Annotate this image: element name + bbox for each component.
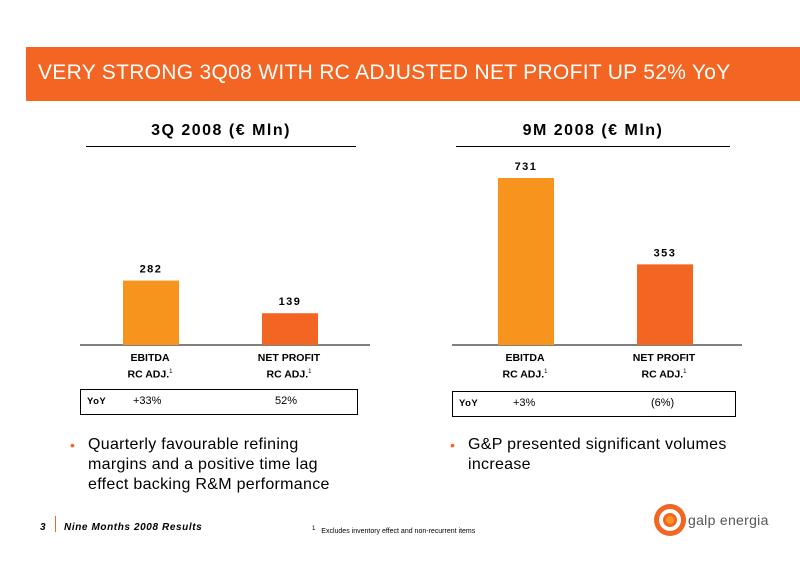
bullet-marker-right: • [450, 437, 456, 453]
bullet-text-left: Quarterly favourable refining margins an… [88, 436, 330, 493]
footer-title: Nine Months 2008 Results [64, 522, 203, 533]
yoy-box-3q: YoY +33% 52% [80, 389, 358, 415]
chart-title-9m: 9M 2008 (€ Mln) [522, 122, 664, 139]
bar-netprofit-9m [637, 264, 693, 345]
data-label-ebitda-9m: 731 [515, 161, 538, 173]
bar-netprofit-3q [262, 313, 318, 345]
bar-ebitda-9m [498, 178, 554, 345]
yoy-label-9m: YoY [459, 398, 479, 409]
yoy-netprofit-9m: (6%) [651, 397, 675, 409]
data-label-netprofit-3q: 139 [279, 296, 302, 308]
chart-title-rule-3q [86, 146, 356, 147]
footnote-text: Excludes inventory effect and non-recurr… [321, 528, 476, 536]
data-label-netprofit-9m: 353 [654, 247, 677, 259]
footnote-marker: 1 [312, 526, 316, 532]
logo-text: galp energia [688, 512, 769, 528]
chart-title-3q: 3Q 2008 (€ Mln) [151, 122, 291, 139]
yoy-label-3q: YoY [87, 396, 107, 407]
footer-divider [55, 516, 56, 532]
page-title: VERY STRONG 3Q08 WITH RC ADJUSTED NET PR… [38, 61, 731, 84]
data-label-ebitda-3q: 282 [140, 264, 163, 276]
yoy-box-9m: YoY +3% (6%) [452, 391, 736, 417]
bullet-marker-left: • [70, 437, 76, 453]
category-label-ebitda-3q: EBITDA RC ADJ.1 [127, 352, 173, 381]
title-banner: VERY STRONG 3Q08 WITH RC ADJUSTED NET PR… [26, 47, 800, 101]
bullet-text-right: G&P presented significant volumes increa… [468, 436, 727, 473]
footnote: 1 Excludes inventory effect and non-recu… [312, 526, 475, 535]
page-number: 3 [40, 522, 46, 533]
yoy-netprofit-3q: 52% [275, 395, 298, 407]
chart-title-rule-9m [456, 146, 730, 147]
category-label-netprofit-3q: NET PROFIT RC ADJ.1 [257, 352, 321, 381]
yoy-ebitda-9m: +3% [513, 397, 536, 409]
category-label-ebitda-9m: EBITDA RC ADJ.1 [502, 352, 548, 381]
bullet-right: • G&P presented significant volumes incr… [450, 435, 750, 475]
galp-logo-icon [654, 504, 686, 536]
bar-chart-9m: 731 353 [452, 161, 742, 346]
bar-ebitda-3q [123, 280, 179, 345]
bar-chart-3q: 282 139 [80, 264, 370, 346]
bullet-left: • Quarterly favourable refining margins … [70, 435, 360, 495]
category-label-netprofit-9m: NET PROFIT RC ADJ.1 [632, 352, 696, 381]
yoy-ebitda-3q: +33% [133, 395, 162, 407]
